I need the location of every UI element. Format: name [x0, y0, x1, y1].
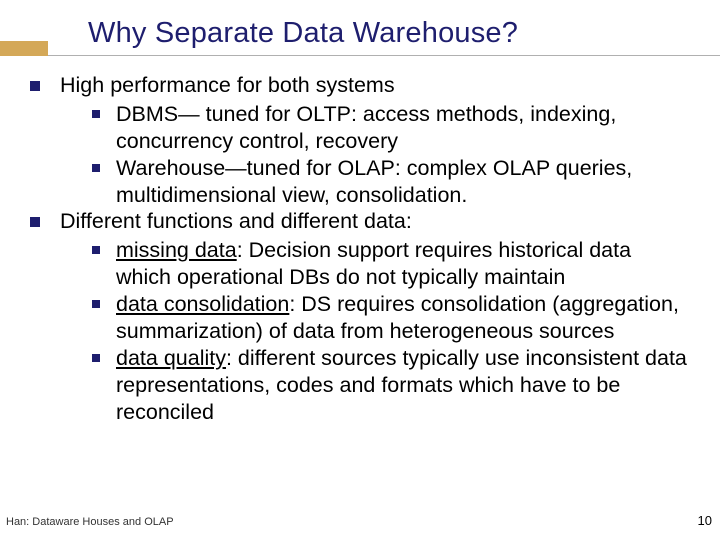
accent-bar [0, 41, 48, 56]
footer-text: Han: Dataware Houses and OLAP [6, 516, 174, 528]
page-number: 10 [698, 513, 712, 528]
list-item-text: DBMS— tuned for OLTP: access methods, in… [116, 101, 691, 155]
underlined-term: data quality [116, 346, 226, 370]
list-item: data consolidation: DS requires consolid… [92, 291, 700, 345]
bullet-icon [30, 81, 40, 91]
underlined-term: data consolidation [116, 292, 289, 316]
content-body: High performance for both systems DBMS— … [30, 72, 700, 425]
list-item: Warehouse—tuned for OLAP: complex OLAP q… [92, 155, 700, 209]
list-item-text: missing data: Decision support requires … [116, 237, 691, 291]
list-item-text: High performance for both systems [60, 72, 395, 99]
list-item: High performance for both systems [30, 72, 700, 99]
bullet-icon [92, 246, 100, 254]
list-item-text: Different functions and different data: [60, 208, 412, 235]
bullet-icon [92, 164, 100, 172]
bullet-icon [92, 354, 100, 362]
list-item-text: data quality: different sources typicall… [116, 345, 691, 426]
title-underline [0, 55, 720, 56]
list-item-text: Warehouse—tuned for OLAP: complex OLAP q… [116, 155, 691, 209]
bullet-icon [92, 300, 100, 308]
page-title: Why Separate Data Warehouse? [88, 17, 518, 50]
list-item: data quality: different sources typicall… [92, 345, 700, 426]
bullet-icon [92, 110, 100, 118]
list-item-text: data consolidation: DS requires consolid… [116, 291, 691, 345]
underlined-term: missing data [116, 238, 237, 262]
list-item: Different functions and different data: [30, 208, 700, 235]
list-item: missing data: Decision support requires … [92, 237, 700, 291]
bullet-icon [30, 217, 40, 227]
list-item: DBMS— tuned for OLTP: access methods, in… [92, 101, 700, 155]
